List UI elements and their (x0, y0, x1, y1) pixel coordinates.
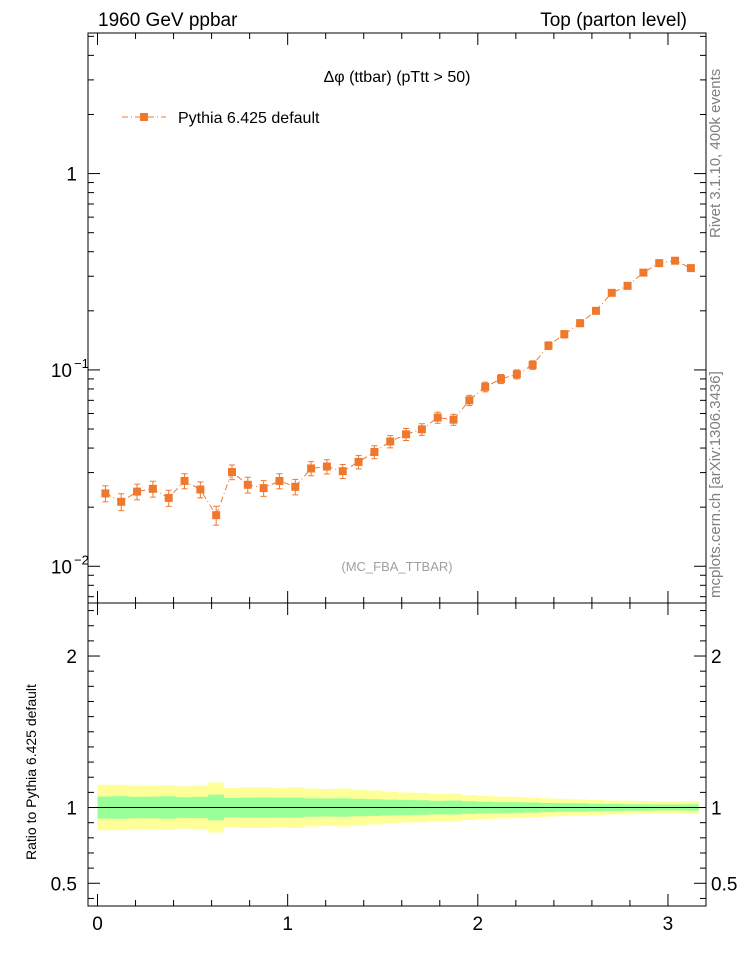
data-point (544, 341, 553, 350)
mcplots-label: mcplots.cern.ch [arXiv:1306.3436] (707, 371, 724, 598)
legend: Pythia 6.425 default (122, 110, 320, 127)
data-point (433, 413, 442, 422)
x-tick-label: 3 (663, 914, 674, 935)
data-point (512, 370, 521, 379)
analysis-tag: (MC_FBA_TTBAR) (341, 559, 452, 574)
data-point (275, 476, 284, 485)
data-point (623, 281, 632, 290)
series-line (105, 260, 692, 517)
data-point (243, 480, 252, 489)
main-axis-ticks: 10 −210 −11 (51, 33, 707, 603)
y-tick-label-left: 0.5 (51, 874, 77, 895)
ratio-axis-ticks: 0 1 2 3 0.5 0.5 1 1 2 2 (51, 603, 737, 935)
x-tick-label: 1 (282, 914, 293, 935)
ratio-y-axis-label: Ratio to Pythia 6.425 default (23, 684, 39, 860)
data-point (322, 462, 331, 471)
data-point (449, 415, 458, 424)
data-point (291, 482, 300, 491)
data-point (338, 467, 347, 476)
data-point (133, 487, 142, 496)
svg-text:−1: −1 (74, 356, 89, 371)
svg-text:10: 10 (51, 361, 72, 382)
x-tick-label: 2 (473, 914, 484, 935)
y-tick-label-right: 2 (711, 647, 722, 668)
y-tick-label: 1 (66, 165, 77, 186)
header-right: Top (parton level) (540, 10, 687, 31)
data-point (386, 437, 395, 446)
y-tick-label-right: 1 (711, 799, 722, 820)
data-point (259, 484, 268, 493)
y-tick-label: 10 −2 (51, 552, 89, 578)
data-point (402, 430, 411, 439)
data-point (417, 425, 426, 434)
y-tick-label-left: 2 (66, 647, 77, 668)
data-point (101, 489, 110, 498)
chart-title: Δφ (ttbar) (pTtt > 50) (324, 69, 471, 86)
data-point (528, 360, 537, 369)
data-point (196, 485, 205, 494)
data-point (148, 484, 157, 493)
data-point (576, 319, 585, 328)
data-point (496, 374, 505, 383)
data-point (639, 268, 648, 277)
data-point (307, 464, 316, 473)
ratio-panel: 0 1 2 3 0.5 0.5 1 1 2 2 Ratio to Pythia 6.425 def… (23, 602, 737, 935)
data-point (227, 468, 236, 477)
svg-text:10: 10 (51, 557, 72, 578)
data-point (370, 447, 379, 456)
data-point (591, 306, 600, 315)
data-point (481, 382, 490, 391)
y-tick-label: 10 −1 (51, 356, 89, 382)
data-point (180, 476, 189, 485)
legend-marker (140, 113, 148, 121)
rivet-label: Rivet 3.1.10, 400k events (707, 69, 724, 238)
y-tick-label-left: 1 (66, 799, 77, 820)
data-point (117, 497, 126, 506)
data-point (607, 288, 616, 297)
data-point (164, 493, 173, 502)
data-point (465, 396, 474, 405)
y-tick-label-right: 0.5 (711, 874, 737, 895)
svg-text:1: 1 (66, 165, 77, 186)
x-tick-label: 0 (92, 914, 103, 935)
ratio-frame (87, 602, 707, 907)
data-point (671, 256, 680, 265)
svg-text:−2: −2 (74, 552, 89, 567)
data-point (686, 264, 695, 273)
data-point (354, 457, 363, 466)
legend-label: Pythia 6.425 default (178, 110, 320, 127)
data-point (655, 259, 664, 268)
data-point (560, 330, 569, 339)
main-panel: 10 −210 −11 Δφ (ttbar) (pTtt > 50) (MC_FBA… (51, 32, 707, 604)
main-series-layer (101, 256, 695, 526)
data-point (212, 511, 221, 520)
header-left: 1960 GeV ppbar (98, 10, 238, 31)
